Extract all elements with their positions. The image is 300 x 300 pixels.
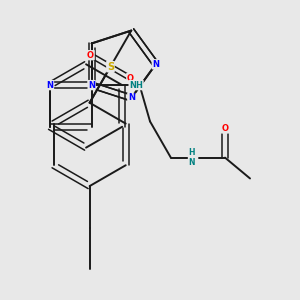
Text: O: O [127, 74, 134, 82]
Text: O: O [221, 124, 229, 133]
Text: N: N [152, 60, 159, 69]
Text: NH: NH [129, 81, 143, 90]
Text: S: S [107, 62, 114, 72]
Text: N: N [46, 81, 53, 90]
Text: N: N [128, 94, 135, 103]
Text: H
N: H N [188, 148, 195, 167]
Text: N: N [88, 81, 95, 90]
Text: O: O [87, 51, 94, 60]
